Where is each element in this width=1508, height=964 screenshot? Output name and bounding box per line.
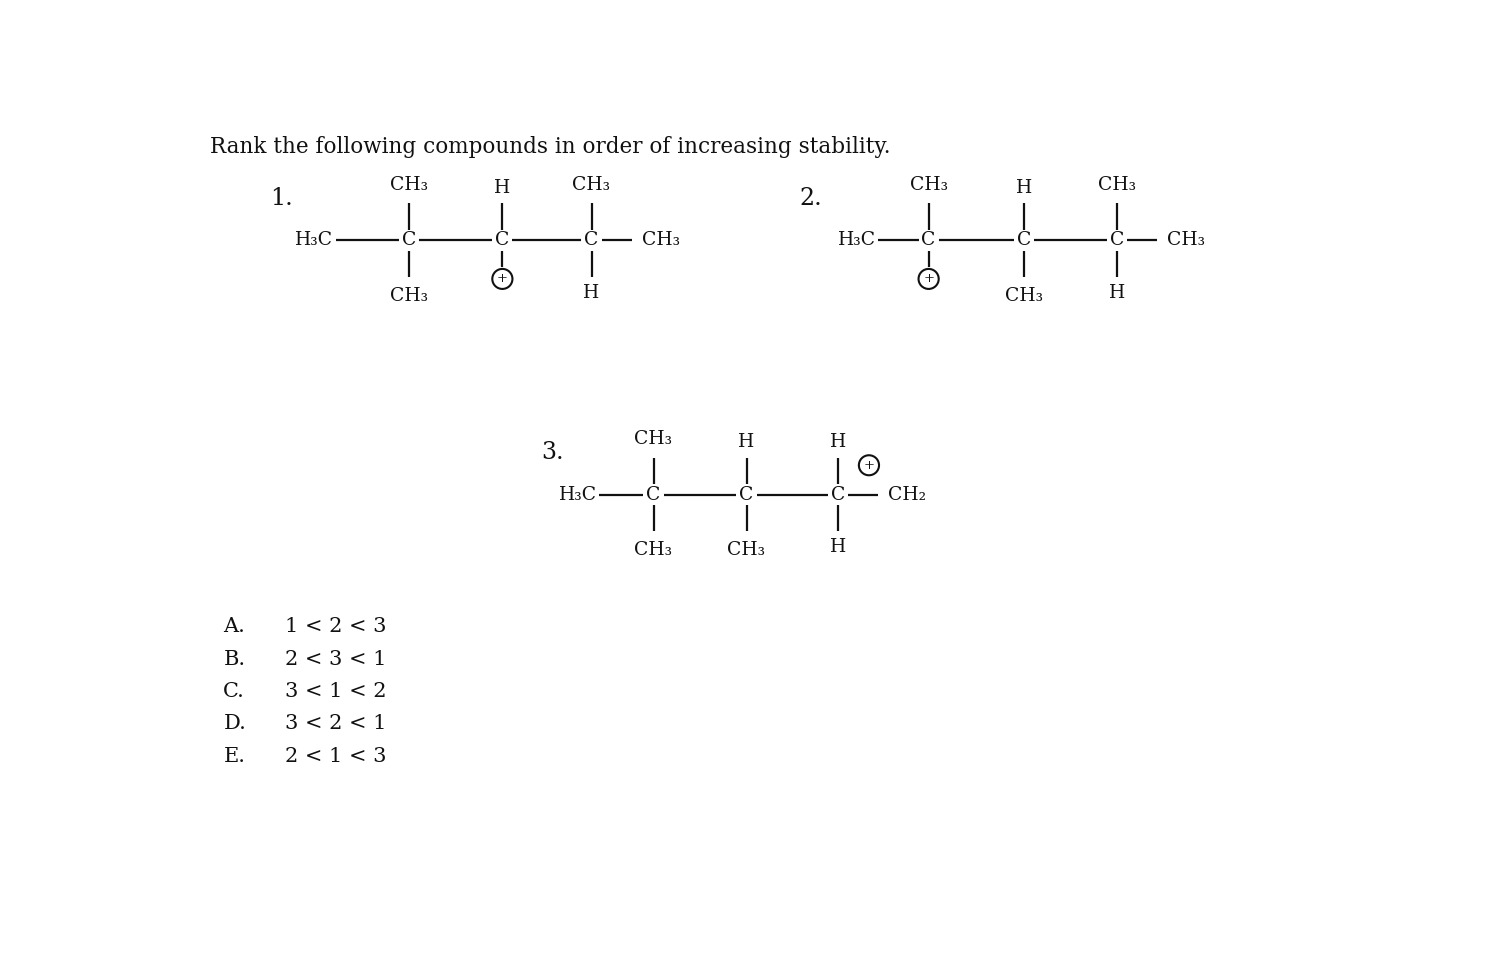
Text: +: + bbox=[923, 273, 933, 285]
Text: 3.: 3. bbox=[541, 441, 564, 464]
Text: H: H bbox=[1108, 284, 1125, 303]
Text: 2 < 3 < 1: 2 < 3 < 1 bbox=[285, 650, 388, 669]
Text: 1.: 1. bbox=[270, 186, 293, 209]
Text: +: + bbox=[864, 459, 875, 471]
Text: CH₃: CH₃ bbox=[727, 541, 766, 559]
Text: C: C bbox=[495, 231, 510, 250]
Text: C: C bbox=[403, 231, 416, 250]
Text: CH₃: CH₃ bbox=[391, 286, 428, 305]
Text: H: H bbox=[739, 433, 754, 450]
Text: H: H bbox=[829, 433, 846, 450]
Text: H₃C: H₃C bbox=[296, 231, 333, 250]
Text: +: + bbox=[496, 273, 508, 285]
Text: A.: A. bbox=[223, 618, 246, 636]
Text: CH₂: CH₂ bbox=[888, 486, 926, 503]
Text: H₃C: H₃C bbox=[838, 231, 876, 250]
Text: B.: B. bbox=[223, 650, 246, 669]
Text: C: C bbox=[739, 486, 754, 503]
Text: CH₃: CH₃ bbox=[1167, 231, 1205, 250]
Text: 3 < 1 < 2: 3 < 1 < 2 bbox=[285, 683, 388, 701]
Text: H: H bbox=[584, 284, 600, 303]
Text: CH₃: CH₃ bbox=[573, 176, 611, 194]
Text: C: C bbox=[831, 486, 844, 503]
Text: 3 < 2 < 1: 3 < 2 < 1 bbox=[285, 714, 388, 734]
Text: CH₃: CH₃ bbox=[909, 176, 947, 194]
Text: CH₃: CH₃ bbox=[391, 176, 428, 194]
Text: CH₃: CH₃ bbox=[1004, 286, 1044, 305]
Text: Rank the following compounds in order of increasing stability.: Rank the following compounds in order of… bbox=[210, 136, 891, 158]
Text: H₃C: H₃C bbox=[559, 486, 597, 503]
Text: CH₃: CH₃ bbox=[635, 430, 673, 448]
Text: C: C bbox=[921, 231, 936, 250]
Text: C: C bbox=[1110, 231, 1123, 250]
Text: C: C bbox=[647, 486, 661, 503]
Text: H: H bbox=[1016, 178, 1031, 197]
Text: E.: E. bbox=[223, 747, 246, 765]
Text: CH₃: CH₃ bbox=[1098, 176, 1136, 194]
Text: CH₃: CH₃ bbox=[635, 541, 673, 559]
Text: 2 < 1 < 3: 2 < 1 < 3 bbox=[285, 747, 388, 765]
Text: H: H bbox=[829, 539, 846, 556]
Text: C: C bbox=[1016, 231, 1031, 250]
Text: CH₃: CH₃ bbox=[642, 231, 680, 250]
Text: 2.: 2. bbox=[799, 186, 822, 209]
Text: D.: D. bbox=[223, 714, 246, 734]
Text: C.: C. bbox=[223, 683, 246, 701]
Text: 1 < 2 < 3: 1 < 2 < 3 bbox=[285, 618, 388, 636]
Text: C: C bbox=[584, 231, 599, 250]
Text: H: H bbox=[495, 178, 511, 197]
